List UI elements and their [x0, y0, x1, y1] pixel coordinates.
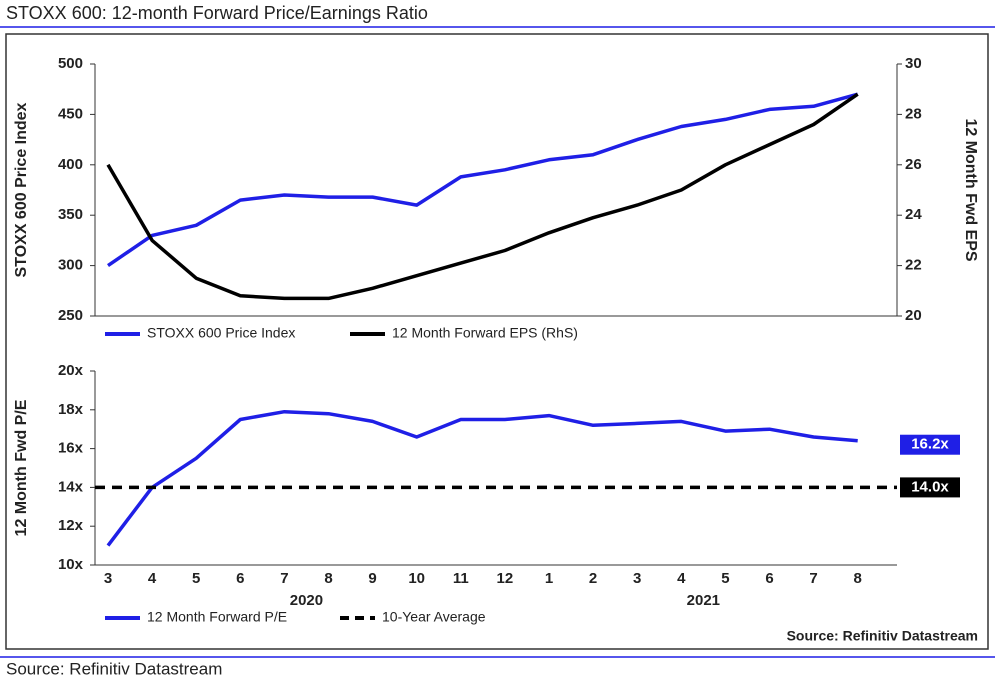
footer-source: Source: Refinitiv Datastream [6, 659, 222, 678]
page-title: STOXX 600: 12-month Forward Price/Earnin… [6, 3, 428, 23]
x-tick-label: 1 [545, 570, 553, 587]
x-tick-label: 8 [324, 570, 332, 587]
series-line [107, 92, 859, 268]
y-tick-label: 16x [58, 440, 84, 457]
x-tick-label: 5 [192, 570, 200, 587]
y-tick-label: 12x [58, 517, 84, 534]
y-tick-label: 18x [58, 401, 84, 418]
series-line [106, 92, 859, 301]
x-tick-label: 5 [721, 570, 729, 587]
x-tick-label: 7 [809, 570, 817, 587]
y2-tick-label: 28 [905, 105, 922, 122]
x-tick-label: 10 [408, 570, 425, 587]
y2-axis-label: 12 Month Fwd EPS [962, 118, 979, 261]
legend-label: 12 Month Forward EPS (RhS) [392, 325, 578, 341]
x-tick-label: 2 [589, 570, 597, 587]
x-tick-label: 6 [765, 570, 773, 587]
x-tick-label: 3 [633, 570, 641, 587]
x-tick-label: 8 [854, 570, 862, 587]
y-tick-label: 450 [58, 105, 83, 122]
x-tick-label: 4 [148, 570, 157, 587]
y-tick-label: 350 [58, 206, 83, 223]
y2-tick-label: 24 [905, 206, 922, 223]
y-tick-label: 14x [58, 478, 84, 495]
latest-label-box [900, 434, 960, 455]
x-tick-label: 7 [280, 570, 288, 587]
x-group-label: 2021 [687, 592, 720, 609]
latest-label: 16.2x [911, 436, 949, 453]
y-tick-label: 20x [58, 362, 84, 379]
y-tick-label: 250 [58, 307, 83, 324]
value-label-box [900, 477, 960, 498]
y-tick-label: 400 [58, 156, 83, 173]
y-tick-label: 300 [58, 257, 83, 274]
x-tick-label: 3 [104, 570, 112, 587]
y2-tick-label: 22 [905, 257, 922, 274]
y-axis-label: 12 Month Fwd P/E [13, 399, 30, 536]
legend-label: 12 Month Forward P/E [147, 609, 287, 625]
legend-label: STOXX 600 Price Index [147, 325, 295, 341]
x-tick-label: 12 [497, 570, 514, 587]
y-axis-label: STOXX 600 Price Index [13, 102, 30, 277]
x-tick-label: 4 [677, 570, 686, 587]
legend-label: 10-Year Average [382, 609, 486, 625]
frame [5, 33, 989, 650]
x-group-label: 2020 [290, 592, 323, 609]
series-line [106, 409, 858, 547]
source-note: Source: Refinitiv Datastream [787, 628, 978, 644]
y2-tick-label: 20 [905, 307, 922, 324]
y2-tick-label: 30 [905, 55, 922, 72]
y-tick-label: 10x [58, 556, 84, 573]
y-tick-label: 500 [58, 55, 83, 72]
y2-tick-label: 26 [905, 156, 922, 173]
x-tick-label: 9 [368, 570, 376, 587]
x-tick-label: 6 [236, 570, 244, 587]
x-tick-label: 11 [453, 570, 469, 587]
value-label: 14.0x [911, 478, 949, 495]
